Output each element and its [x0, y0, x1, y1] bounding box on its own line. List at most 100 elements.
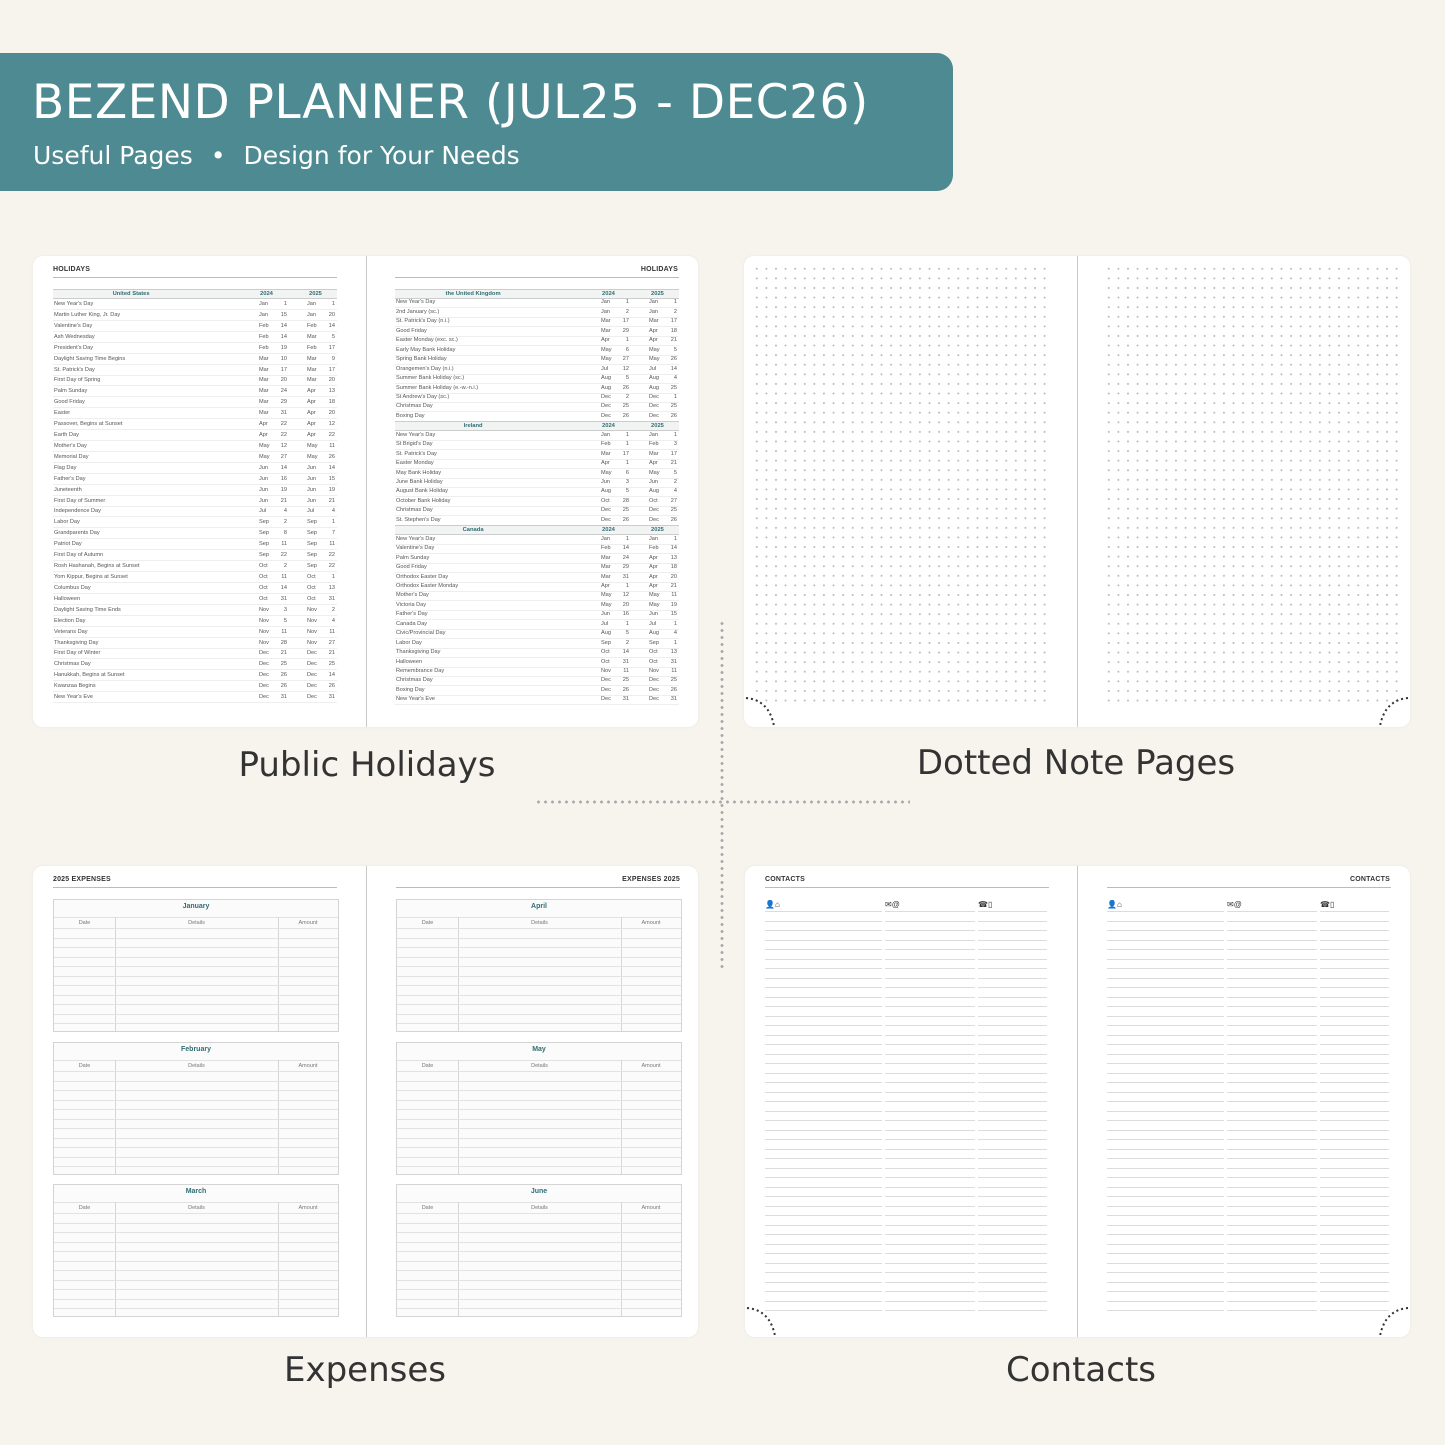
contact-line: [885, 1262, 975, 1264]
contact-line: [885, 1139, 975, 1140]
divider-vertical-dots: [720, 620, 724, 970]
holiday-row: New Year's Day Jan 1 Jan 1: [395, 431, 679, 441]
column-divider: [621, 1060, 622, 1174]
holiday-row: Canada Day Jul 1 Jul 1: [395, 620, 679, 630]
day-2024: 31: [280, 694, 287, 701]
month-2025: Jan: [649, 431, 659, 438]
holiday-name: Civic/Provincial Day: [396, 630, 446, 637]
day-2025: 5: [673, 346, 677, 353]
contact-line: [1320, 1053, 1389, 1055]
month-2025: Oct: [307, 595, 316, 602]
table-rule: [54, 956, 338, 958]
year-2025: 2025: [651, 291, 664, 297]
contact-line: [885, 1224, 975, 1226]
contact-line: [765, 1129, 882, 1131]
contact-line: [885, 1053, 975, 1055]
month-2024: Aug: [601, 630, 611, 637]
contact-line: [978, 1015, 1047, 1017]
contact-line: [1107, 1053, 1224, 1055]
contact-line: [1227, 977, 1317, 979]
table-rule: [54, 1166, 338, 1167]
heading-rule: [1107, 887, 1391, 888]
country-header: the United Kingdom 2024 2025: [395, 289, 679, 299]
month-2024: Jan: [601, 308, 611, 315]
banner-subtitle: Useful Pages • Design for Your Needs: [33, 141, 530, 170]
day-2024: 29: [280, 399, 287, 406]
contact-line: [1227, 1234, 1317, 1235]
day-2024: 24: [280, 388, 287, 395]
page-curl-left-icon: [746, 1307, 776, 1337]
holiday-row: Labor Day Sep 2 Sep 1: [53, 518, 337, 529]
contact-line: [978, 996, 1047, 998]
column-divider: [458, 917, 459, 1031]
day-2025: 25: [670, 677, 677, 684]
contact-line: [885, 1044, 975, 1045]
caption-contacts: Contacts: [1006, 1350, 1156, 1390]
day-2025: 11: [329, 628, 335, 635]
day-2025: 17: [670, 450, 677, 457]
contact-line: [978, 1234, 1047, 1235]
holiday-name: Patriot Day: [54, 541, 82, 548]
contact-line: [1320, 958, 1389, 960]
contact-line: [1320, 1215, 1389, 1216]
contact-line: [885, 1148, 975, 1150]
contact-line: [765, 1272, 882, 1273]
holiday-name: Grandparents Day: [54, 530, 100, 537]
day-2025: 17: [328, 344, 335, 351]
page-spine: [1077, 866, 1078, 1337]
page-curl-right-icon: [1379, 697, 1409, 727]
table-rule: [397, 975, 681, 977]
subtitle-design: Design for Your Needs: [243, 141, 520, 170]
day-2025: 14: [328, 464, 335, 471]
contact-line: [1227, 968, 1317, 969]
day-2024: 17: [280, 366, 287, 373]
holiday-row: Halloween Oct 31 Oct 31: [53, 595, 337, 605]
holiday-name: New Year's Day: [396, 535, 436, 542]
column-header: Details: [531, 1063, 548, 1069]
month-title: March: [185, 1188, 207, 1195]
contact-line: [765, 1205, 882, 1207]
holiday-name: Martin Luther King, Jr. Day: [54, 311, 121, 318]
contact-line: [1320, 949, 1389, 950]
contact-line: [978, 1091, 1047, 1093]
contact-line: [1320, 1082, 1389, 1083]
day-2025: 27: [328, 639, 335, 646]
month-2024: Nov: [259, 628, 269, 635]
contact-line: [885, 1234, 975, 1235]
month-2025: Mar: [649, 450, 659, 457]
contact-line: [1107, 949, 1224, 950]
month-2025: Feb: [307, 322, 317, 329]
holiday-name: Memorial Day: [54, 453, 89, 460]
table-rule: [54, 1241, 338, 1243]
month-2025: May: [307, 442, 318, 449]
day-2025: 18: [670, 327, 677, 334]
table-rule: [397, 1004, 681, 1005]
month-2024: Mar: [259, 377, 269, 384]
holiday-row: Christmas Day Dec 25 Dec 25: [395, 676, 679, 687]
month-2024: Mar: [601, 573, 611, 580]
contact-line: [1227, 1129, 1317, 1131]
page-curl-left-icon: [745, 697, 775, 727]
day-2024: 14: [280, 322, 287, 329]
day-2024: 14: [280, 584, 287, 591]
month-2025: Oct: [307, 574, 316, 580]
month-title: May: [532, 1046, 546, 1053]
holiday-row: Daylight Saving Time Ends Nov 3 Nov 2: [53, 606, 337, 616]
holiday-name: St Andrew's Day (sc.): [396, 393, 450, 400]
month-2024: Jun: [259, 497, 269, 504]
holiday-name: Father's Day: [54, 475, 86, 482]
month-2024: Dec: [601, 507, 611, 514]
mail-at-icon: ✉@: [885, 900, 900, 909]
column-header: Date: [78, 1063, 91, 1069]
holiday-name: Independence Day: [54, 508, 101, 515]
table-rule: [397, 1118, 681, 1120]
contact-line: [978, 1063, 1047, 1064]
page-spine: [366, 866, 367, 1337]
contact-line: [765, 1120, 882, 1121]
day-2024: 31: [622, 658, 629, 665]
holiday-name: Halloween: [54, 595, 81, 602]
contact-line: [978, 1110, 1047, 1112]
month-2025: Sep: [307, 530, 317, 537]
contact-line: [1320, 968, 1389, 969]
holiday-row: Orangemen's Day (n.i.) Jul 12 Jul 14: [395, 365, 679, 375]
